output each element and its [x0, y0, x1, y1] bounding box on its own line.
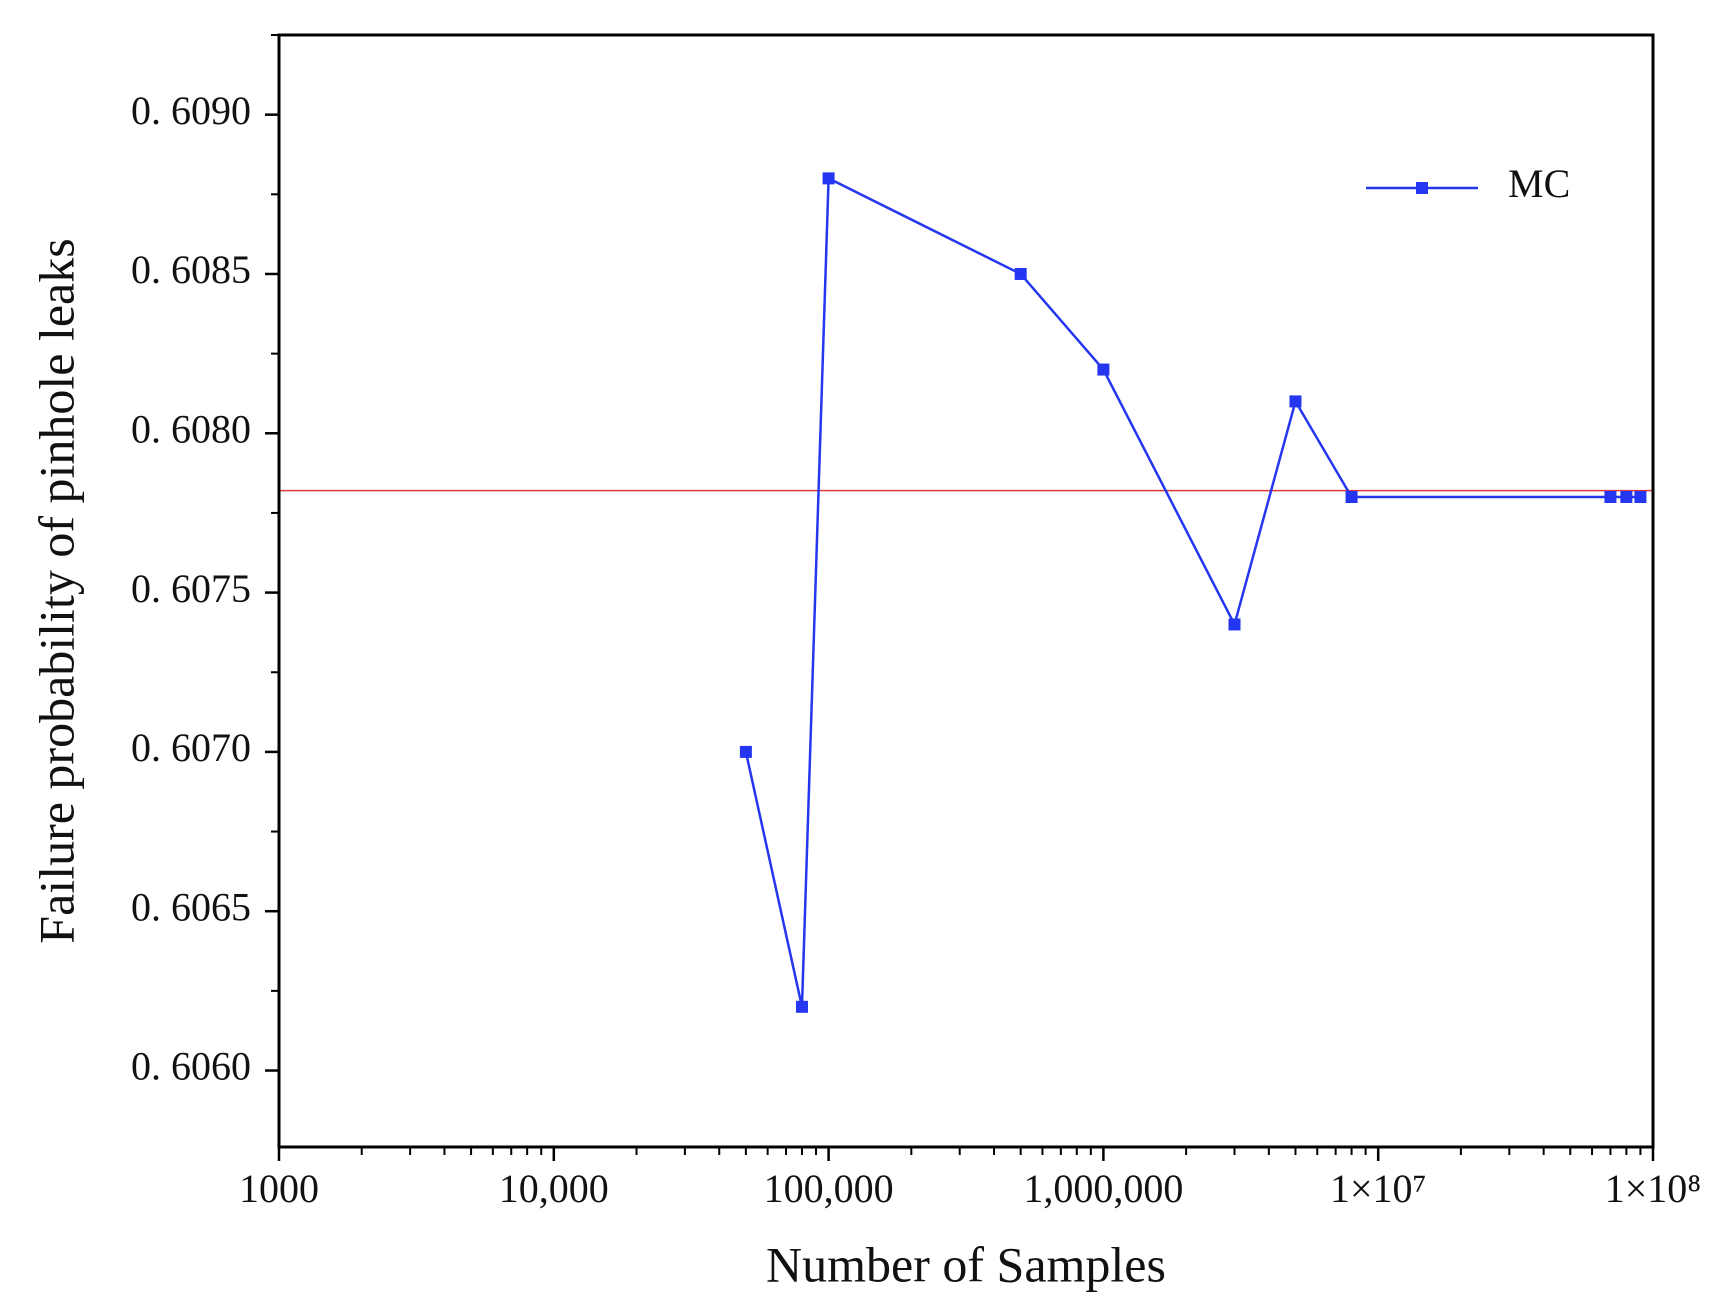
data-point [1097, 363, 1110, 376]
data-point [1345, 491, 1358, 504]
y-tick-label: 0. 6060 [131, 1044, 251, 1089]
legend-marker [1416, 182, 1428, 194]
data-point [1620, 491, 1633, 504]
data-point [1634, 491, 1647, 504]
y-tick-label: 0. 6065 [131, 884, 251, 929]
y-tick-label: 0. 6075 [131, 566, 251, 611]
x-tick-label: 10,000 [499, 1166, 609, 1211]
x-tick-label: 1000 [239, 1166, 319, 1211]
x-tick-label: 1,000,000 [1023, 1166, 1183, 1211]
data-point [822, 172, 835, 185]
data-point [1604, 491, 1617, 504]
y-tick-label: 0. 6070 [131, 725, 251, 770]
data-point [739, 745, 752, 758]
legend-label: MC [1508, 161, 1570, 206]
y-axis-title: Failure probability of pinhole leaks [28, 238, 84, 943]
x-tick-label: 1×10⁷ [1330, 1166, 1427, 1211]
y-tick-label: 0. 6085 [131, 247, 251, 292]
plot-frame [277, 33, 1655, 1149]
y-tick-label: 0. 6080 [131, 406, 251, 451]
series-line [744, 176, 1641, 1008]
x-axis-title: Number of Samples [766, 1236, 1166, 1292]
data-point [1228, 618, 1241, 631]
y-tick-label: 0. 6090 [131, 88, 251, 133]
data-point [1289, 395, 1302, 408]
data-point [1014, 267, 1027, 280]
x-tick-label: 100,000 [764, 1166, 894, 1211]
data-point [795, 1000, 808, 1013]
x-tick-label: 1×10⁸ [1605, 1166, 1702, 1211]
